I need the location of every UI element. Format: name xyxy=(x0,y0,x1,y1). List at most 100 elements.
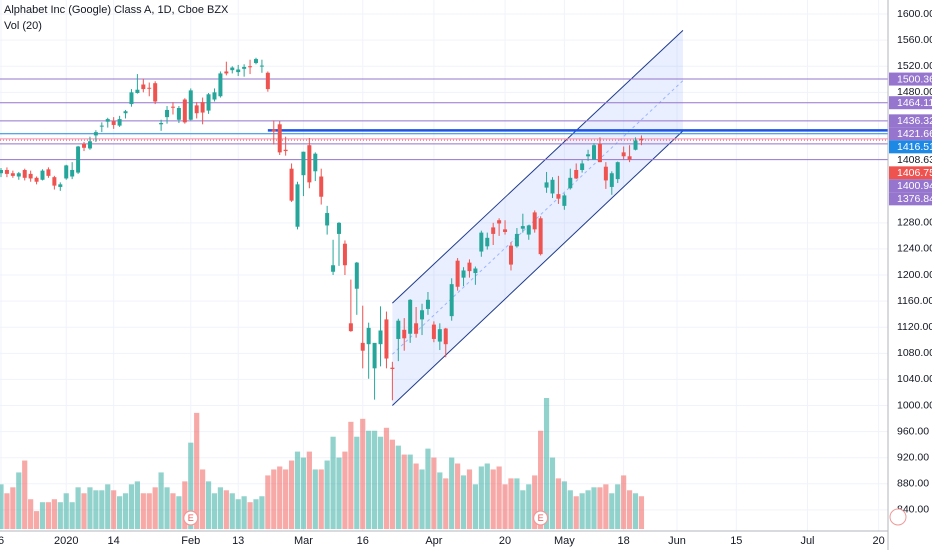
candle-body xyxy=(212,92,217,100)
candle-body xyxy=(224,71,229,74)
y-tick-label: 960.00 xyxy=(897,425,929,437)
candle-body xyxy=(319,176,324,197)
candle-body xyxy=(348,323,353,332)
volume-bar xyxy=(294,451,301,529)
volume-bar xyxy=(472,484,478,529)
volume-bar xyxy=(318,469,324,529)
candle-body xyxy=(271,129,276,132)
candle-body xyxy=(538,218,543,255)
volume-bar xyxy=(330,436,336,529)
volume-bar xyxy=(425,448,431,529)
candle-body xyxy=(491,227,496,234)
price-label-box xyxy=(889,96,932,110)
candle-body xyxy=(532,212,537,230)
y-tick-label: 1000.00 xyxy=(897,399,932,411)
candle-body xyxy=(259,65,264,67)
candle-body xyxy=(568,177,573,189)
volume-bar xyxy=(265,475,271,529)
candle-body xyxy=(372,342,377,369)
y-tick-label: 1160.00 xyxy=(897,295,932,307)
volume-bar xyxy=(200,469,206,529)
volume-bar xyxy=(484,463,490,529)
candle-body xyxy=(639,138,644,141)
price-label-box xyxy=(889,127,932,141)
candle-body xyxy=(615,162,620,180)
channel-lower xyxy=(392,130,684,406)
price-label: 1376.84 xyxy=(897,193,932,205)
candle-body xyxy=(218,73,223,97)
candle-body xyxy=(467,262,472,272)
y-tick-label: 1200.00 xyxy=(897,269,932,281)
volume-bar xyxy=(81,493,87,529)
candle-body xyxy=(165,109,170,118)
y-tick-label: 1600.00 xyxy=(897,8,932,20)
candle-body xyxy=(46,169,51,176)
x-tick-label: 18 xyxy=(618,535,630,547)
volume-bar xyxy=(122,493,129,529)
candle-body xyxy=(76,146,81,173)
x-tick-label: 16 xyxy=(357,535,369,547)
candle-body xyxy=(603,166,608,181)
candle-body xyxy=(621,152,626,157)
candle-body xyxy=(206,94,211,111)
y-tick-label: 880.00 xyxy=(897,478,929,490)
y-tick-label: 1080.00 xyxy=(897,347,932,359)
axes: 1600.00 1560.00 1520.00 1480.00 1280.00 1240.… xyxy=(0,8,932,547)
volume-bar xyxy=(585,490,591,529)
candle-body xyxy=(200,102,205,113)
x-tick-label: 13 xyxy=(232,535,244,547)
x-tick-label: 15 xyxy=(730,535,742,547)
x-tick-label: 6 xyxy=(0,535,4,547)
x-tick-label: Feb xyxy=(181,535,200,547)
volume-bar xyxy=(538,430,544,529)
volume-bar xyxy=(146,493,152,529)
y-tick-label: 1480.00 xyxy=(897,86,932,98)
volume-bar xyxy=(4,493,10,529)
volume-bar xyxy=(449,457,455,529)
candle-body xyxy=(87,141,92,149)
volume-bar xyxy=(117,496,123,529)
candle-body xyxy=(556,194,561,199)
volume-bar xyxy=(241,496,247,529)
volume-bar xyxy=(395,445,401,529)
volume-bar xyxy=(205,481,212,529)
candle-body xyxy=(443,328,448,345)
volume-bar xyxy=(466,469,473,529)
volume-bar xyxy=(51,499,57,529)
candle-body xyxy=(70,169,75,177)
candle-body xyxy=(586,154,591,157)
x-tick-label: 14 xyxy=(108,535,120,547)
candle-body xyxy=(437,329,442,342)
candle-body xyxy=(176,108,181,120)
candle-body xyxy=(633,140,638,150)
candle-body xyxy=(147,87,152,89)
volume-bar xyxy=(39,502,46,529)
volume-bar xyxy=(638,496,645,529)
candle-body xyxy=(230,67,235,71)
event-marker xyxy=(533,510,549,526)
candle-body xyxy=(431,324,436,339)
volume-bar xyxy=(366,430,372,529)
candle-body xyxy=(366,327,371,345)
volume-bar xyxy=(211,493,218,529)
volume-bar xyxy=(164,487,170,529)
candle-body xyxy=(414,323,419,334)
volume-bar xyxy=(490,469,496,529)
price-label: 1408.63 xyxy=(897,154,932,166)
volume-bar xyxy=(111,490,117,529)
event-label: E xyxy=(188,513,194,523)
candle-body xyxy=(301,151,306,176)
volume-bar xyxy=(283,469,289,529)
x-tick-label: Jul xyxy=(800,535,814,547)
volume-bar xyxy=(591,487,597,529)
volume-bar xyxy=(354,436,360,529)
candle-body xyxy=(580,163,585,170)
volume-bar xyxy=(300,457,307,529)
volume-bar xyxy=(371,430,378,529)
scale-button[interactable] xyxy=(889,508,907,526)
price-label-box xyxy=(889,114,932,128)
volume-bar xyxy=(223,490,229,529)
volume-bar xyxy=(360,418,366,529)
candle-body xyxy=(289,168,294,201)
